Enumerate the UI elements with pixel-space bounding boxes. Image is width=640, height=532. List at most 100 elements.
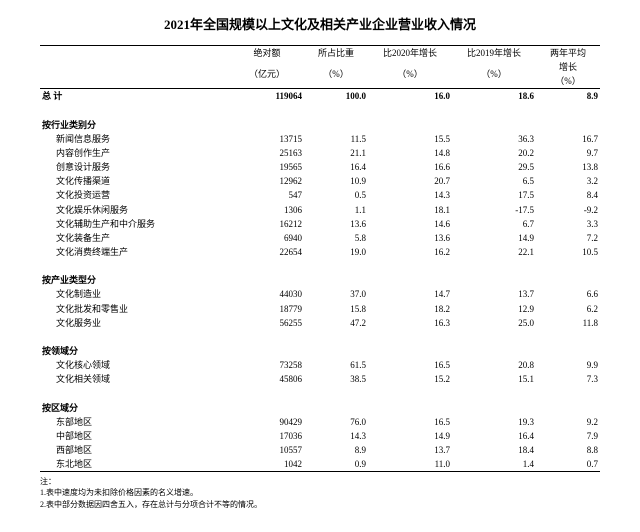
page-title: 2021年全国规模以上文化及相关产业企业营业收入情况 <box>40 14 600 33</box>
row-value <box>230 401 304 415</box>
table-row: 按产业类型分 <box>40 273 600 287</box>
row-value: 20.2 <box>452 146 536 160</box>
table-row: 东部地区9042976.016.519.39.2 <box>40 415 600 429</box>
row-value: 18779 <box>230 302 304 316</box>
table-row: 文化批发和零售业1877915.818.212.96.2 <box>40 302 600 316</box>
row-value: 56255 <box>230 316 304 330</box>
row-value: 9.9 <box>536 358 600 372</box>
spacer-row <box>40 386 600 400</box>
row-value: 17036 <box>230 429 304 443</box>
row-value: 14.3 <box>304 429 368 443</box>
table-row: 文化传播渠道1296210.920.76.53.2 <box>40 174 600 188</box>
row-value <box>230 118 304 132</box>
row-value: 25.0 <box>452 316 536 330</box>
document-page: 2021年全国规模以上文化及相关产业企业营业收入情况 绝对额 所占比重 比202… <box>0 0 640 532</box>
row-label: 按区域分 <box>40 401 230 415</box>
note-2: 2.表中部分数据因四舍五入，存在总计与分项合计不等的情况。 <box>40 500 262 509</box>
row-value <box>452 118 536 132</box>
col-abs-h2: （亿元） <box>230 60 304 89</box>
table-header: 绝对额 所占比重 比2020年增长 比2019年增长 两年平均 （亿元） （%）… <box>40 46 600 89</box>
row-label: 总 计 <box>40 89 230 104</box>
row-label: 东北地区 <box>40 457 230 472</box>
row-value <box>304 344 368 358</box>
row-value <box>368 273 452 287</box>
row-value: 1.4 <box>452 457 536 472</box>
table-row: 创意设计服务1956516.416.629.513.8 <box>40 160 600 174</box>
row-value: 1306 <box>230 203 304 217</box>
row-value: 3.3 <box>536 217 600 231</box>
row-value: 13715 <box>230 132 304 146</box>
table-row: 文化娱乐休闲服务13061.118.1-17.5-9.2 <box>40 203 600 217</box>
footnotes: 注： 1.表中速度均为未扣除价格因素的名义增速。 2.表中部分数据因四舍五入，存… <box>40 476 600 510</box>
row-value: -17.5 <box>452 203 536 217</box>
row-value: 73258 <box>230 358 304 372</box>
row-value: 6.5 <box>452 174 536 188</box>
table-row: 文化核心领域7325861.516.520.89.9 <box>40 358 600 372</box>
row-value: 16.5 <box>368 415 452 429</box>
row-label: 文化传播渠道 <box>40 174 230 188</box>
row-value: 20.8 <box>452 358 536 372</box>
row-value: 44030 <box>230 287 304 301</box>
row-value: 10.5 <box>536 245 600 259</box>
row-value: 17.5 <box>452 188 536 202</box>
row-label: 文化制造业 <box>40 287 230 301</box>
row-label: 文化消费终端生产 <box>40 245 230 259</box>
row-value: 12962 <box>230 174 304 188</box>
row-label: 中部地区 <box>40 429 230 443</box>
row-value: 16.4 <box>452 429 536 443</box>
row-label: 创意设计服务 <box>40 160 230 174</box>
table-row: 文化投资运营5470.514.317.58.4 <box>40 188 600 202</box>
row-value: 119064 <box>230 89 304 104</box>
row-value: 3.2 <box>536 174 600 188</box>
row-value: 6.7 <box>452 217 536 231</box>
row-value: 0.7 <box>536 457 600 472</box>
row-value: 13.6 <box>368 231 452 245</box>
col-abs-h1: 绝对额 <box>230 46 304 61</box>
table-row: 文化相关领域4580638.515.215.17.3 <box>40 372 600 386</box>
row-label: 东部地区 <box>40 415 230 429</box>
row-value: 13.8 <box>536 160 600 174</box>
row-value: 16212 <box>230 217 304 231</box>
row-label: 按领域分 <box>40 344 230 358</box>
col-avg-h2: 增长 <box>536 60 600 74</box>
row-value: 7.2 <box>536 231 600 245</box>
row-value: 18.2 <box>368 302 452 316</box>
row-value: 1042 <box>230 457 304 472</box>
row-value: 14.3 <box>368 188 452 202</box>
row-label: 西部地区 <box>40 443 230 457</box>
table-row: 按领域分 <box>40 344 600 358</box>
row-value: 61.5 <box>304 358 368 372</box>
spacer-row <box>40 104 600 118</box>
row-value: 15.1 <box>452 372 536 386</box>
row-value: 5.8 <box>304 231 368 245</box>
row-value: 100.0 <box>304 89 368 104</box>
row-value: 6940 <box>230 231 304 245</box>
row-value <box>368 344 452 358</box>
row-value: 18.1 <box>368 203 452 217</box>
row-value: 16.6 <box>368 160 452 174</box>
row-label: 文化装备生产 <box>40 231 230 245</box>
row-label: 文化投资运营 <box>40 188 230 202</box>
row-value: 16.2 <box>368 245 452 259</box>
row-value: 20.7 <box>368 174 452 188</box>
row-value <box>368 401 452 415</box>
row-value: 11.0 <box>368 457 452 472</box>
row-value: 15.8 <box>304 302 368 316</box>
row-value <box>452 273 536 287</box>
row-value <box>304 401 368 415</box>
col-share-h1: 所占比重 <box>304 46 368 61</box>
row-value: 19.0 <box>304 245 368 259</box>
row-value: 14.7 <box>368 287 452 301</box>
row-label: 文化核心领域 <box>40 358 230 372</box>
table-row: 文化装备生产69405.813.614.97.2 <box>40 231 600 245</box>
row-value: 1.1 <box>304 203 368 217</box>
row-value: 8.9 <box>536 89 600 104</box>
row-value: 16.4 <box>304 160 368 174</box>
col-blank <box>40 46 230 89</box>
row-value: 8.8 <box>536 443 600 457</box>
row-value <box>368 118 452 132</box>
row-value: 16.3 <box>368 316 452 330</box>
table-row: 总 计119064100.016.018.68.9 <box>40 89 600 104</box>
row-value: 12.9 <box>452 302 536 316</box>
row-value: 22654 <box>230 245 304 259</box>
